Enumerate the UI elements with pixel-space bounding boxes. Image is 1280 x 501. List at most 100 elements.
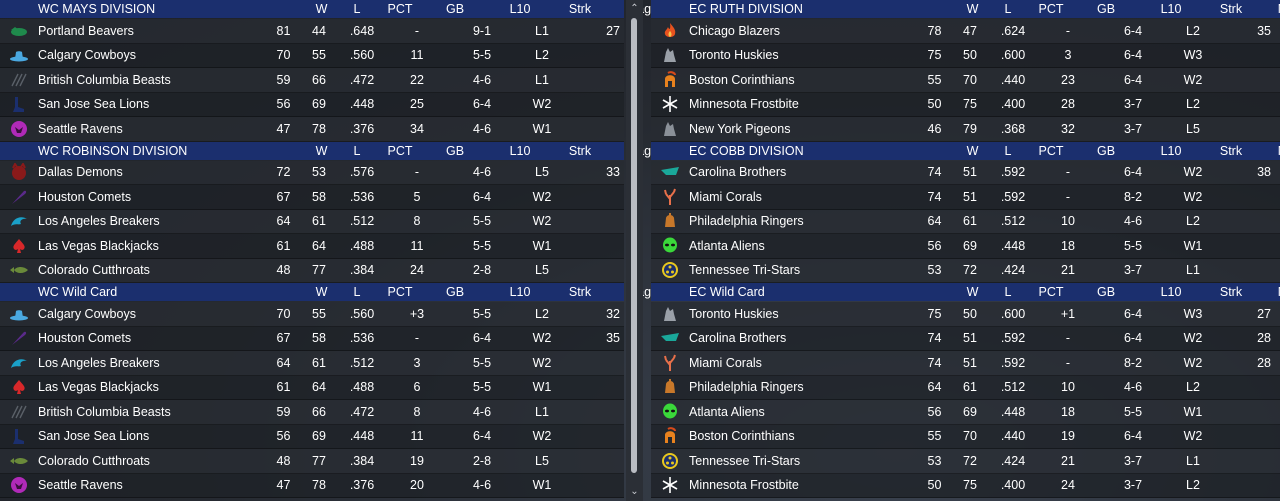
team-name-link[interactable]: San Jose Sea Lions [38, 97, 150, 112]
scrollbar[interactable]: ⌃ ⌄ [626, 0, 643, 501]
col-header-pct: PCT [1038, 285, 1064, 299]
team-name-link[interactable]: Philadelphia Ringers [689, 214, 804, 229]
wins: 47 [276, 478, 291, 493]
wins: 55 [927, 429, 942, 444]
table-row[interactable]: Atlanta Aliens 56 69 .448 18 5-5 W1 [651, 400, 1280, 425]
team-name-link[interactable]: Tennessee Tri-Stars [689, 263, 801, 278]
team-name-link[interactable]: Atlanta Aliens [689, 238, 765, 253]
team-name-link[interactable]: Boston Corinthians [689, 72, 795, 87]
losses: 50 [963, 306, 977, 321]
team-name-link[interactable]: New York Pigeons [689, 121, 791, 136]
team-name-link[interactable]: Tennessee Tri-Stars [689, 453, 801, 468]
losses: 66 [312, 404, 326, 419]
table-row[interactable]: Los Angeles Breakers 64 61 .512 8 5-5 W2 [0, 209, 624, 234]
table-row[interactable]: Las Vegas Blackjacks 61 64 .488 11 5-5 W1 [0, 234, 624, 259]
team-name-link[interactable]: Atlanta Aliens [689, 404, 765, 419]
last-ten: 6-4 [1123, 165, 1143, 180]
team-name-link[interactable]: Seattle Ravens [38, 478, 123, 493]
team-name-link[interactable]: Las Vegas Blackjacks [38, 380, 159, 395]
table-row[interactable]: Miami Corals 74 51 .592 - 8-2 W2 [651, 185, 1280, 210]
table-row[interactable]: Minnesota Frostbite 50 75 .400 24 3-7 L2 [651, 473, 1280, 498]
team-name-link[interactable]: Colorado Cutthroats [38, 453, 150, 468]
streak: L1 [535, 23, 549, 38]
table-row[interactable]: Tennessee Tri-Stars 53 72 .424 21 3-7 L1 [651, 258, 1280, 283]
wins: 50 [927, 97, 942, 112]
table-row[interactable]: British Columbia Beasts 59 66 .472 22 4-6 L1 [0, 68, 624, 93]
last-ten: 4-6 [472, 72, 492, 87]
table-row[interactable]: Dallas Demons 72 53 .576 - 4-6 L5 33 [0, 160, 624, 185]
table-row[interactable]: Philadelphia Ringers 64 61 .512 10 4-6 L2 [651, 375, 1280, 400]
table-row[interactable]: Houston Comets 67 58 .536 5 6-4 W2 [0, 185, 624, 210]
last-ten: 3-7 [1123, 478, 1143, 493]
team-name-link[interactable]: Toronto Huskies [689, 48, 779, 63]
table-row[interactable]: Philadelphia Ringers 64 61 .512 10 4-6 L2 [651, 209, 1280, 234]
table-row[interactable]: Calgary Cowboys 70 55 .560 11 5-5 L2 [0, 43, 624, 68]
table-row[interactable]: Minnesota Frostbite 50 75 .400 28 3-7 L2 [651, 92, 1280, 117]
table-row[interactable]: San Jose Sea Lions 56 69 .448 11 6-4 W2 [0, 424, 624, 449]
table-row[interactable]: Houston Comets 67 58 .536 - 6-4 W2 35 [0, 326, 624, 351]
scroll-up-arrow-icon[interactable]: ⌃ [630, 3, 639, 14]
team-name-link[interactable]: Seattle Ravens [38, 121, 123, 136]
team-name-link[interactable]: Calgary Cowboys [38, 306, 136, 321]
magic-number: 27 [1257, 306, 1271, 321]
col-header-l: L [353, 285, 361, 299]
team-name-link[interactable]: Carolina Brothers [689, 331, 787, 346]
helmet-icon [651, 70, 689, 89]
table-row[interactable]: Carolina Brothers 74 51 .592 - 6-4 W2 38 [651, 160, 1280, 185]
team-name-link[interactable]: Minnesota Frostbite [689, 97, 799, 112]
team-name-link[interactable]: Los Angeles Breakers [38, 355, 160, 370]
team-name-link[interactable]: British Columbia Beasts [38, 404, 171, 419]
table-row[interactable]: New York Pigeons 46 79 .368 32 3-7 L5 [651, 117, 1280, 142]
team-name-link[interactable]: Chicago Blazers [689, 23, 781, 38]
table-row[interactable]: Colorado Cutthroats 48 77 .384 24 2-8 L5 [0, 258, 624, 283]
table-row[interactable]: Portland Beavers 81 44 .648 - 9-1 L1 27 [0, 19, 624, 44]
team-name-link[interactable]: Colorado Cutthroats [38, 263, 150, 278]
team-name-link[interactable]: Miami Corals [689, 189, 762, 204]
win-pct: .512 [1000, 214, 1026, 229]
table-row[interactable]: Carolina Brothers 74 51 .592 - 6-4 W2 28 [651, 326, 1280, 351]
team-name-link[interactable]: Calgary Cowboys [38, 48, 136, 63]
games-back: 11 [410, 429, 424, 444]
table-row[interactable]: Colorado Cutthroats 48 77 .384 19 2-8 L5 [0, 449, 624, 474]
table-row[interactable]: Seattle Ravens 47 78 .376 34 4-6 W1 [0, 117, 624, 142]
col-header-w: W [315, 143, 328, 158]
standings-panel-east: EC RUTH DIVISIONWLPCTGBL10StrkMag#Chicag… [651, 0, 1280, 498]
table-row[interactable]: Tennessee Tri-Stars 53 72 .424 21 3-7 L1 [651, 449, 1280, 474]
table-row[interactable]: Seattle Ravens 47 78 .376 20 4-6 W1 [0, 473, 624, 498]
table-row[interactable]: San Jose Sea Lions 56 69 .448 25 6-4 W2 [0, 92, 624, 117]
table-row[interactable]: Calgary Cowboys 70 55 .560 +3 5-5 L2 32 [0, 302, 624, 327]
team-name-link[interactable]: Houston Comets [38, 189, 132, 204]
team-name-link[interactable]: Las Vegas Blackjacks [38, 238, 159, 253]
table-row[interactable]: Atlanta Aliens 56 69 .448 18 5-5 W1 [651, 234, 1280, 259]
table-row[interactable]: Miami Corals 74 51 .592 - 8-2 W2 28 [651, 351, 1280, 376]
table-row[interactable]: Las Vegas Blackjacks 61 64 .488 6 5-5 W1 [0, 375, 624, 400]
team-name-link[interactable]: Minnesota Frostbite [689, 478, 799, 493]
team-name-link[interactable]: Houston Comets [38, 331, 132, 346]
games-back: 8 [413, 214, 421, 229]
table-row[interactable]: Boston Corinthians 55 70 .440 23 6-4 W2 [651, 68, 1280, 93]
scroll-down-arrow-icon[interactable]: ⌄ [630, 486, 639, 497]
scrollbar-thumb[interactable] [631, 18, 637, 473]
col-header-strk: Strk [1219, 143, 1243, 158]
team-name-link[interactable]: San Jose Sea Lions [38, 429, 150, 444]
table-row[interactable]: Los Angeles Breakers 64 61 .512 3 5-5 W2 [0, 351, 624, 376]
win-pct: .488 [349, 238, 375, 253]
team-name-link[interactable]: British Columbia Beasts [38, 72, 171, 87]
team-name-link[interactable]: Los Angeles Breakers [38, 214, 160, 229]
table-row[interactable]: British Columbia Beasts 59 66 .472 8 4-6 L1 [0, 400, 624, 425]
table-row[interactable]: Toronto Huskies 75 50 .600 +1 6-4 W3 27 [651, 302, 1280, 327]
team-name-link[interactable]: Philadelphia Ringers [689, 380, 804, 395]
last-ten: 6-4 [472, 429, 492, 444]
losses: 77 [312, 263, 326, 278]
table-row[interactable]: Boston Corinthians 55 70 .440 19 6-4 W2 [651, 424, 1280, 449]
table-row[interactable]: Toronto Huskies 75 50 .600 3 6-4 W3 [651, 43, 1280, 68]
last-ten: 3-7 [1123, 121, 1143, 136]
team-name-link[interactable]: Portland Beavers [38, 23, 134, 38]
team-name-link[interactable]: Boston Corinthians [689, 429, 795, 444]
team-name-link[interactable]: Dallas Demons [38, 165, 123, 180]
team-name-link[interactable]: Carolina Brothers [689, 165, 787, 180]
team-name-link[interactable]: Miami Corals [689, 355, 762, 370]
last-ten: 2-8 [472, 263, 492, 278]
table-row[interactable]: Chicago Blazers 78 47 .624 - 6-4 L2 35 [651, 19, 1280, 44]
team-name-link[interactable]: Toronto Huskies [689, 306, 779, 321]
